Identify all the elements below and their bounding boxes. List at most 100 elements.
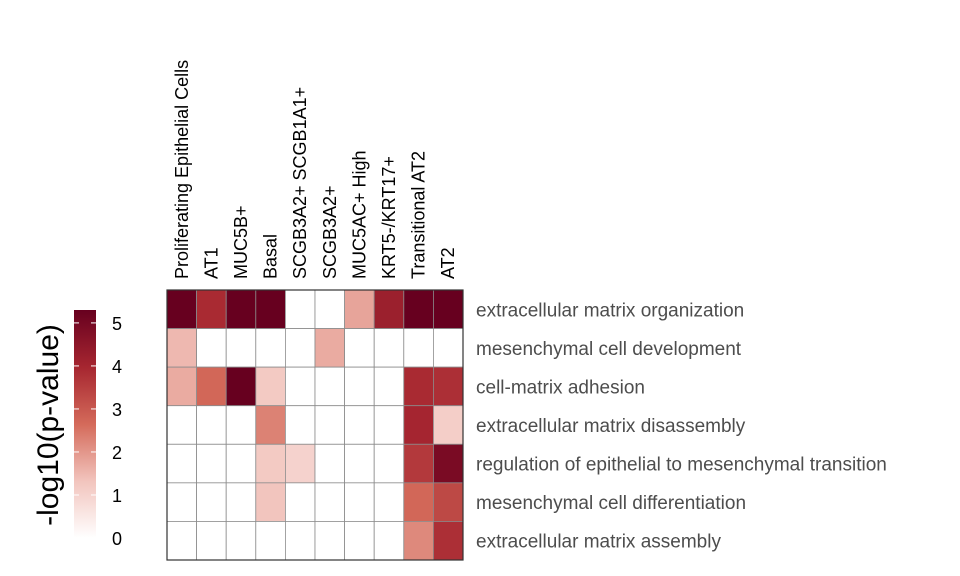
heatmap-cell <box>225 366 257 407</box>
heatmap-cell <box>403 443 434 484</box>
row-label: extracellular matrix disassembly <box>476 416 746 437</box>
heatmap-cell <box>344 289 375 329</box>
heatmap-cell <box>225 289 257 329</box>
row-label: mesenchymal cell development <box>476 339 742 360</box>
heatmap-cell <box>432 482 464 522</box>
heatmap-cell <box>196 521 227 561</box>
heatmap-cell <box>373 328 405 368</box>
color-legend: -log10(p-value) 0 1 2 3 4 5 <box>32 310 122 549</box>
heatmap-cell <box>403 289 434 329</box>
column-label: MUC5B+ <box>231 205 251 279</box>
heatmap-cell <box>314 289 346 329</box>
row-label: extracellular matrix organization <box>476 300 744 321</box>
heatmap-cell <box>314 405 346 445</box>
legend-tick-label: 2 <box>112 443 122 463</box>
heatmap-cell <box>196 482 227 522</box>
heatmap-cell <box>255 366 286 407</box>
heatmap-cell <box>196 366 227 407</box>
heatmap-cell <box>344 405 375 445</box>
heatmap-cell <box>284 521 316 561</box>
legend-title: -log10(p-value) <box>32 324 65 526</box>
heatmap-cell <box>166 328 198 368</box>
heatmap-cell <box>196 405 227 445</box>
row-label: extracellular matrix assembly <box>476 532 721 553</box>
legend-tick-label: 1 <box>112 486 122 506</box>
heatmap-cell <box>432 366 464 407</box>
heatmap-cell <box>196 328 227 368</box>
column-labels: Proliferating Epithelial Cells AT1 MUC5B+ B… <box>172 60 458 279</box>
heatmap-cell <box>225 443 257 484</box>
column-label: KRT5-/KRT17+ <box>379 156 399 279</box>
heatmap-cell <box>403 366 434 407</box>
heatmap-cell <box>196 289 227 329</box>
legend-tick-label: 5 <box>112 314 122 334</box>
heatmap-cell <box>284 482 316 522</box>
heatmap-cell <box>344 328 375 368</box>
heatmap-border <box>166 289 464 561</box>
legend-tick-label: 0 <box>112 529 122 549</box>
heatmap-cell <box>166 366 198 407</box>
row-label: cell-matrix adhesion <box>476 377 645 398</box>
heatmap-cell <box>255 443 286 484</box>
heatmap-cell <box>432 521 464 561</box>
heatmap-cell <box>225 482 257 522</box>
heatmap-cell <box>284 328 316 368</box>
heatmap-cell <box>403 482 434 522</box>
heatmap-cell <box>373 405 405 445</box>
column-label: Basal <box>261 234 281 279</box>
heatmap-cell <box>344 366 375 407</box>
heatmap-cell <box>314 328 346 368</box>
heatmap-cell <box>403 521 434 561</box>
heatmap-cell <box>432 405 464 445</box>
heatmap-cells <box>166 289 464 561</box>
heatmap-cell <box>314 443 346 484</box>
column-label: MUC5AC+ High <box>349 150 369 279</box>
legend-tick-label: 4 <box>112 357 122 377</box>
heatmap-cell <box>255 521 286 561</box>
heatmap-cell <box>255 328 286 368</box>
heatmap-cell <box>432 289 464 329</box>
heatmap-cell <box>373 366 405 407</box>
heatmap-cell <box>403 328 434 368</box>
heatmap-cell <box>432 328 464 368</box>
heatmap-cell <box>166 482 198 522</box>
heatmap-cell <box>344 521 375 561</box>
column-label: AT1 <box>201 247 221 279</box>
heatmap-cell <box>284 405 316 445</box>
heatmap-cell <box>255 482 286 522</box>
heatmap-cell <box>166 443 198 484</box>
heatmap-cell <box>284 443 316 484</box>
legend-colorbar <box>74 310 96 538</box>
heatmap-cell <box>373 521 405 561</box>
heatmap-cell <box>432 443 464 484</box>
legend-tick-label: 3 <box>112 400 122 420</box>
row-labels: extracellular matrix organization mesench… <box>476 300 887 552</box>
heatmap-cell <box>403 405 434 445</box>
heatmap-cell <box>344 443 375 484</box>
heatmap-cell <box>166 405 198 445</box>
heatmap-cell <box>255 289 286 329</box>
heatmap-cell <box>225 328 257 368</box>
heatmap-cell <box>373 443 405 484</box>
heatmap-cell <box>373 482 405 522</box>
column-label: Transitional AT2 <box>409 151 429 279</box>
heatmap-cell <box>225 521 257 561</box>
heatmap-cell <box>255 405 286 445</box>
heatmap-cell <box>225 405 257 445</box>
heatmap-cell <box>314 521 346 561</box>
heatmap-cell <box>284 289 316 329</box>
row-label: regulation of epithelial to mesenchymal … <box>476 455 887 476</box>
heatmap-cell <box>314 482 346 522</box>
column-label: AT2 <box>438 247 458 279</box>
column-label: SCGB3A2+ <box>320 185 340 279</box>
heatmap-cell <box>166 521 198 561</box>
heatmap-cell <box>344 482 375 522</box>
heatmap-cell <box>284 366 316 407</box>
column-label: SCGB3A2+ SCGB1A1+ <box>290 87 310 279</box>
column-label: Proliferating Epithelial Cells <box>172 60 192 279</box>
row-label: mesenchymal cell differentiation <box>476 493 746 514</box>
heatmap-cell <box>314 366 346 407</box>
heatmap-cell <box>373 289 405 329</box>
heatmap-cell <box>196 443 227 484</box>
